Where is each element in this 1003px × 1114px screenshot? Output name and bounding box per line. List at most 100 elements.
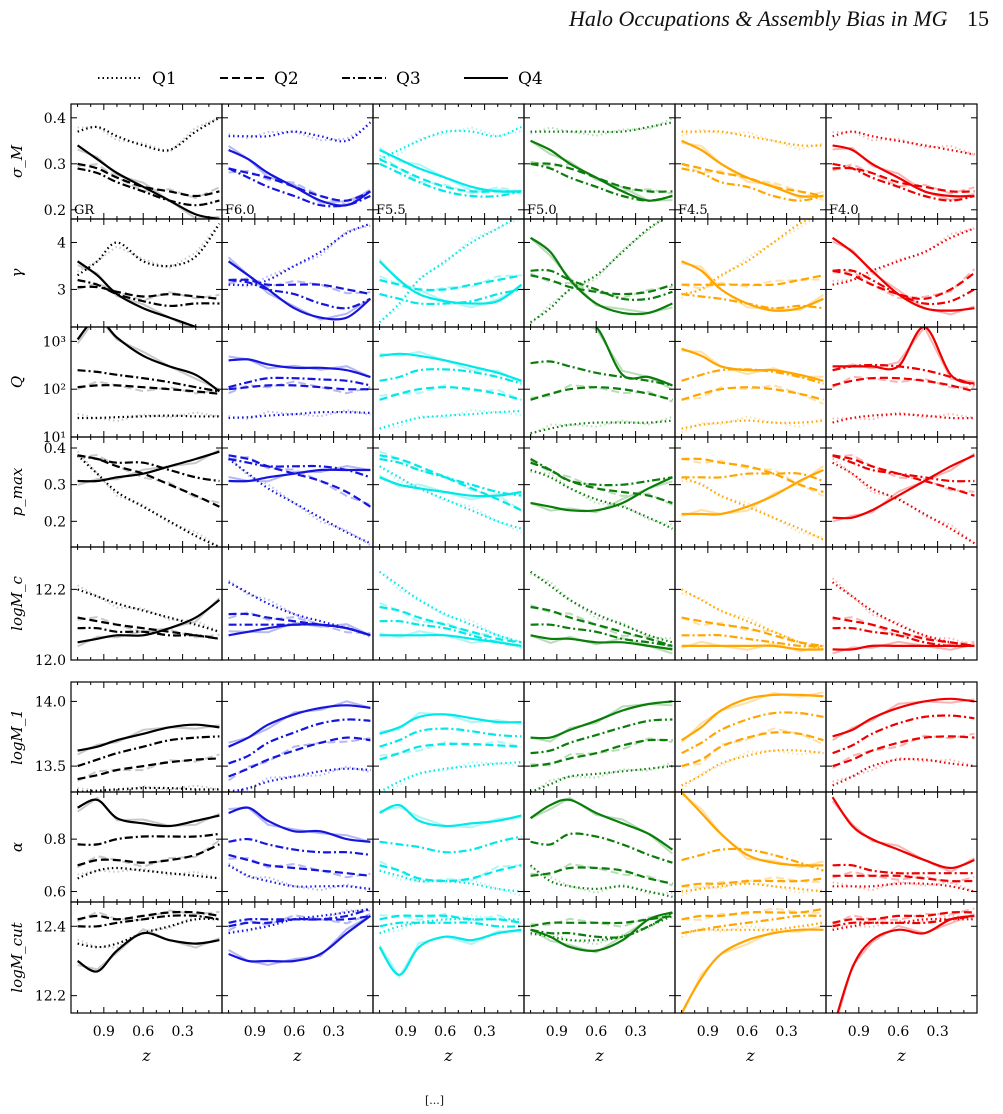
series-line-q3 (379, 727, 522, 748)
series-line-q2 (77, 616, 220, 640)
panel-curves (681, 219, 824, 312)
series-line-q4 (228, 623, 371, 637)
raw-curve-q2 (530, 604, 673, 649)
raw-curve-q1 (530, 415, 673, 437)
raw-curve-q2 (832, 616, 975, 646)
series-line-q1 (378, 219, 516, 324)
raw-curve-q1 (379, 126, 522, 161)
x-tick-label: 0.9 (395, 1024, 417, 1040)
series-line-q4 (530, 634, 673, 651)
y-axis-label: α (8, 842, 26, 852)
series-line-q4 (76, 144, 220, 219)
raw-curve-q1 (831, 577, 975, 647)
panel-f50-row5 (523, 546, 676, 661)
panel-f45-row3 (674, 326, 827, 438)
panel-curves (680, 792, 824, 897)
series-line-q4 (832, 697, 975, 738)
panel-curves (530, 911, 673, 954)
panel-curves (228, 806, 371, 892)
panel-f55-row7 (372, 791, 525, 903)
series-line-q4 (831, 796, 975, 870)
panel-f55-row5 (372, 546, 525, 661)
x-axis-label: z (292, 1046, 302, 1065)
series-line-q4 (77, 599, 221, 644)
legend-label-q2: Q2 (274, 69, 299, 89)
series-line-q2 (228, 384, 371, 391)
panel-f55-row3 (372, 326, 525, 438)
panel-curves (77, 723, 220, 792)
series-line-q4 (228, 704, 371, 748)
series-line-q1 (530, 419, 673, 435)
series-line-q1 (832, 413, 975, 424)
raw-curve-q4 (77, 724, 220, 756)
model-label-f50: F5.0 (527, 203, 557, 218)
panel-frame (221, 103, 374, 220)
y-tick-label: 0.2 (44, 203, 66, 219)
raw-curve-q1 (530, 911, 673, 946)
series-line-q1 (378, 570, 522, 644)
panel-gr-row4 (70, 436, 223, 548)
footer-fragment: [...] (425, 1094, 445, 1107)
panel-curves (76, 327, 221, 423)
series-line-q1 (77, 786, 220, 792)
panel-curves (529, 570, 673, 655)
series-line-q2 (77, 757, 220, 781)
panel-f50-row3 (523, 326, 676, 438)
series-line-q4 (76, 260, 199, 327)
series-line-q4 (832, 454, 975, 520)
series-line-q4 (228, 358, 371, 379)
panel-curves (378, 912, 522, 979)
series-line-q2 (530, 866, 673, 885)
panel-f45-row6 (674, 681, 827, 793)
panel-f50-row4 (523, 436, 676, 548)
series-line-q1 (681, 588, 824, 651)
raw-curve-q4 (681, 262, 824, 312)
series-line-q1 (76, 223, 221, 277)
series-line-q1 (228, 410, 371, 420)
raw-curve-q2 (228, 277, 371, 295)
series-line-q1 (832, 227, 975, 286)
y-tick-label: 3 (57, 282, 66, 298)
raw-curve-q1 (530, 572, 673, 640)
x-tick-label: 0.3 (171, 1024, 193, 1040)
raw-curve-q1 (378, 219, 522, 324)
raw-curve-q2 (832, 453, 975, 493)
series-line-q1 (529, 219, 667, 324)
series-line-q1 (379, 761, 522, 792)
panel-curves (76, 116, 220, 219)
raw-curve-q1 (832, 914, 975, 928)
series-line-q4 (529, 236, 673, 316)
panel-curves (379, 803, 522, 897)
series-line-q2 (681, 877, 824, 888)
y-tick-label: 12.4 (35, 919, 66, 935)
series-line-q4 (378, 260, 523, 305)
x-tick-label: 0.9 (93, 1024, 115, 1040)
series-line-q3 (530, 911, 673, 939)
y-tick-label: 12.2 (35, 989, 66, 1005)
panel-curves (681, 457, 824, 541)
series-line-q1 (76, 454, 220, 547)
raw-curve-q1 (681, 878, 824, 897)
panel-curves (832, 697, 975, 787)
raw-curve-q4 (681, 465, 824, 517)
raw-curve-q1 (77, 116, 220, 154)
raw-curve-q2 (681, 278, 824, 290)
series-line-q2 (379, 605, 522, 644)
raw-curve-q2 (228, 611, 371, 635)
series-line-q3 (832, 914, 975, 928)
series-line-q4 (530, 139, 673, 202)
raw-curve-q1 (680, 749, 824, 791)
panel-frame (372, 326, 525, 438)
panel-gr-row8: 0.9 0.6 0.3 z (70, 901, 223, 1065)
panel-frame (221, 436, 374, 548)
series-line-q1 (77, 414, 220, 420)
raw-curve-q1 (530, 866, 673, 895)
series-line-q4 (681, 347, 824, 382)
x-tick-label: 0.9 (848, 1024, 870, 1040)
raw-curve-q2 (77, 380, 220, 395)
panel-curves (228, 355, 371, 421)
series-line-q2 (379, 386, 522, 401)
series-line-q1 (228, 121, 372, 143)
raw-curve-q2 (379, 384, 522, 401)
panel-frame (372, 681, 525, 793)
